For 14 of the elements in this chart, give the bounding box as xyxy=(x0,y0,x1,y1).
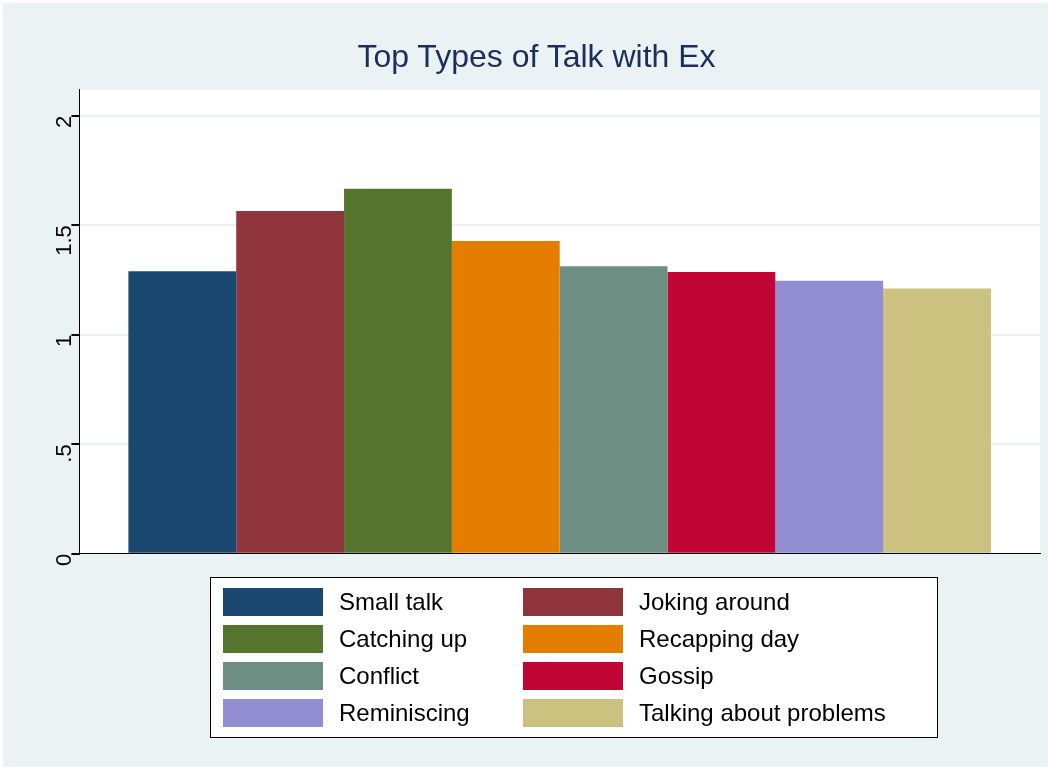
legend-label: Small talk xyxy=(339,588,444,616)
y-tick-label: 0 xyxy=(51,553,77,567)
legend-label: Gossip xyxy=(639,662,714,690)
legend-label: Catching up xyxy=(339,625,468,653)
legend-label: Recapping day xyxy=(639,625,800,653)
y-tick-label: .5 xyxy=(51,444,77,463)
chart-title: Top Types of Talk with Ex xyxy=(357,38,716,75)
legend-label: Joking around xyxy=(639,588,790,616)
legend-label: Talking about problems xyxy=(639,699,886,727)
legend-label: Reminiscing xyxy=(339,699,470,727)
y-tick-label: 2 xyxy=(51,115,77,128)
y-tick-label: 1.5 xyxy=(51,225,77,256)
legend-label: Conflict xyxy=(339,662,420,690)
y-tick-label: 1 xyxy=(51,334,77,347)
